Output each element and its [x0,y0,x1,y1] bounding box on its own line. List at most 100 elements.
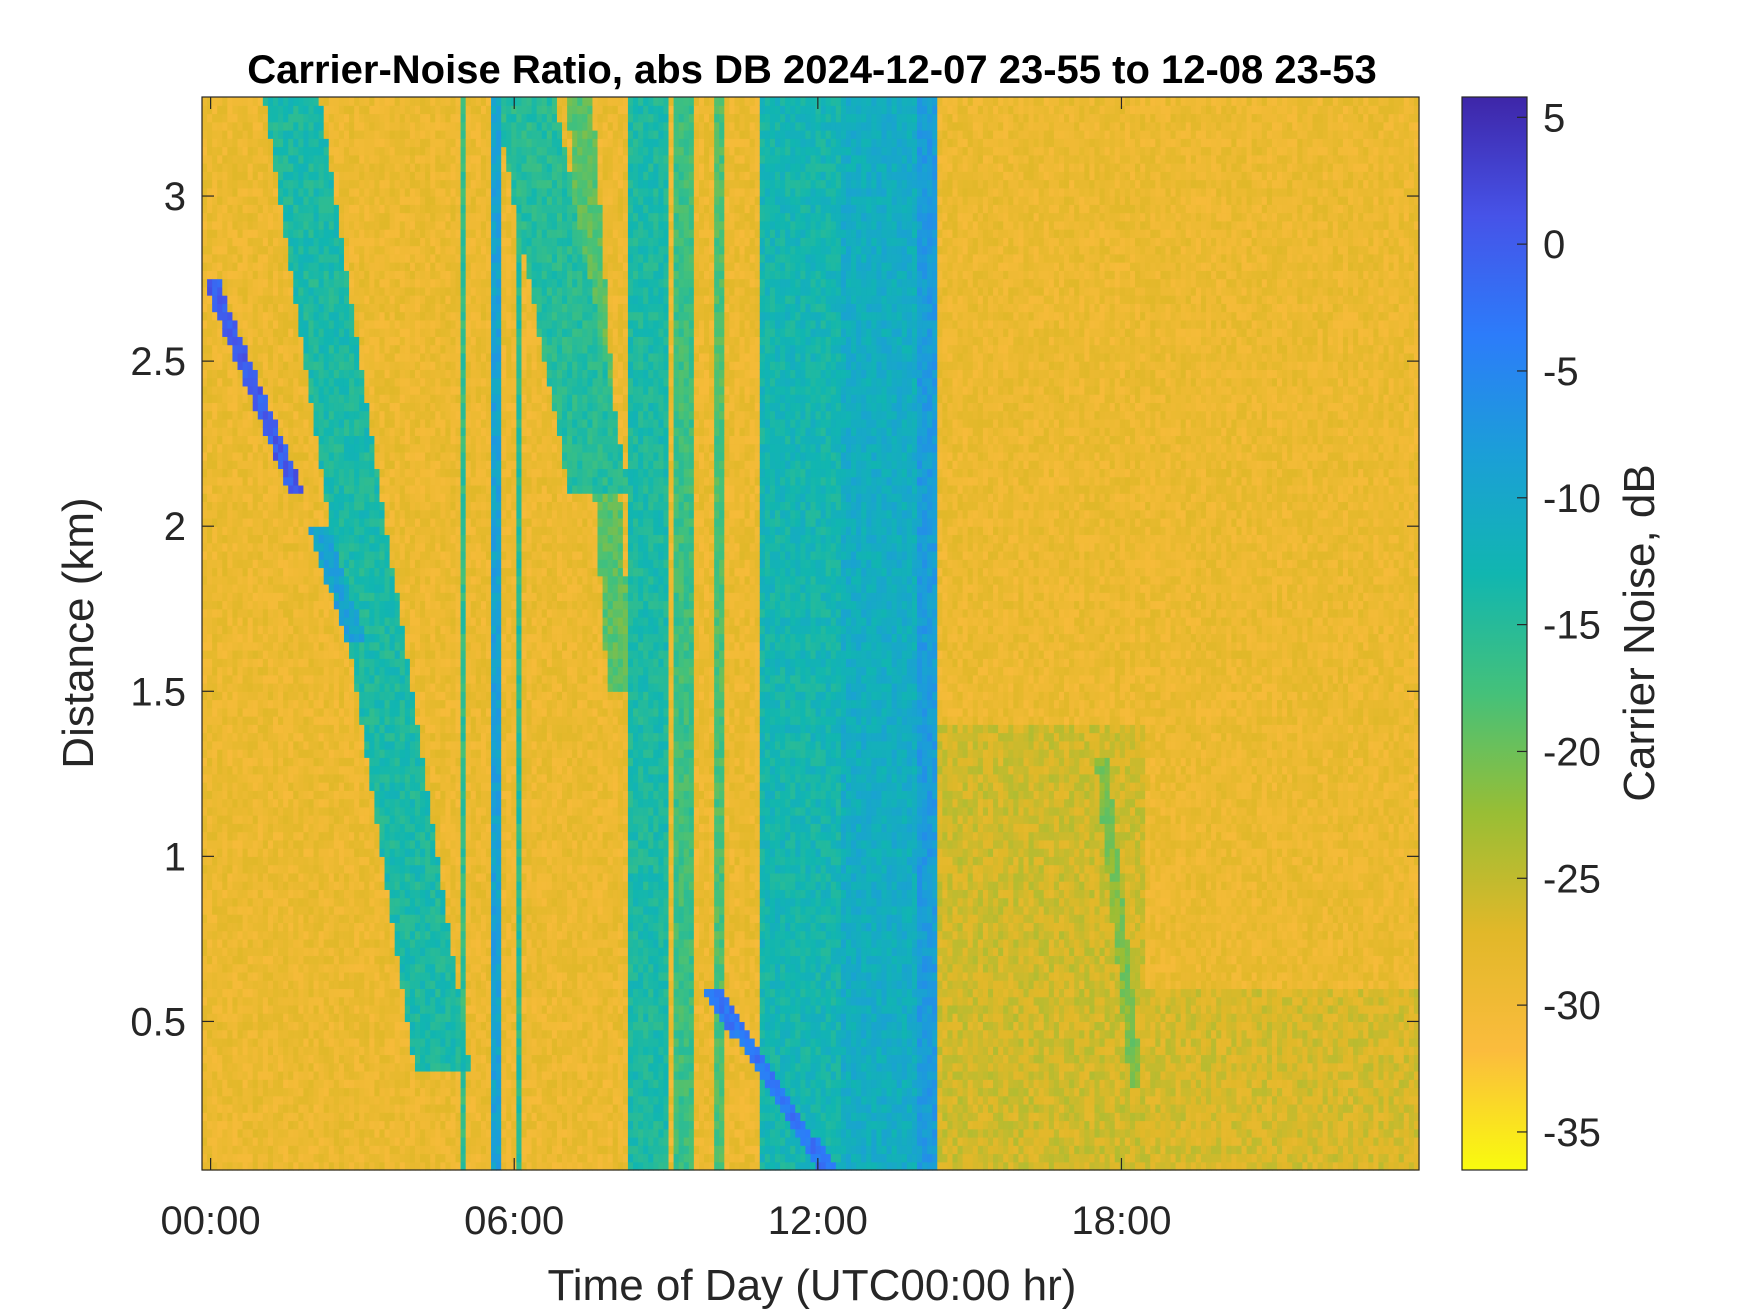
heatmap-cell [268,716,274,725]
heatmap-cell [334,320,340,329]
heatmap-cell [268,411,274,420]
heatmap-cell [334,1087,340,1096]
heatmap-cell [268,518,274,527]
heatmap-cell [359,609,365,618]
heatmap-cell [243,188,249,197]
heatmap-cell [222,592,228,601]
heatmap-cell [303,716,309,725]
heatmap-cell [243,700,249,709]
heatmap-cell [349,188,355,197]
heatmap-cell [232,411,238,420]
heatmap-cell [263,237,269,246]
heatmap-cell [349,1087,355,1096]
heatmap-cell [253,931,259,940]
heatmap-cell [319,221,325,230]
heatmap-cell [273,386,279,395]
heatmap-cell [263,683,269,692]
heatmap-cell [369,411,375,420]
heatmap-cell [278,584,284,593]
heatmap-cell [238,1096,244,1105]
heatmap-cell [379,1145,385,1154]
heatmap-cell [329,947,335,956]
heatmap-cell [283,320,289,329]
heatmap-cell [243,955,249,964]
heatmap-cell [334,914,340,923]
heatmap-cell [243,807,249,816]
heatmap-cell [248,237,254,246]
heatmap-cell [278,832,284,841]
heatmap-cell [324,584,330,593]
heatmap-cell [324,147,330,156]
heatmap-cell [359,1112,365,1121]
heatmap-cell [379,1162,385,1171]
heatmap-cell [369,180,375,189]
heatmap-cell [314,947,320,956]
heatmap-cell [258,592,264,601]
heatmap-cell [273,609,279,618]
heatmap-cell [374,592,380,601]
heatmap-cell [243,757,249,766]
heatmap-cell [273,361,279,370]
heatmap-cell [324,1005,330,1014]
heatmap-cell [258,947,264,956]
heatmap-cell [222,733,228,742]
heatmap-cell [359,988,365,997]
heatmap-cell [253,279,259,288]
heatmap-cell [232,303,238,312]
heatmap-cell [314,328,320,337]
heatmap-cell [319,1013,325,1022]
heatmap-cell [258,815,264,824]
heatmap-cell [314,650,320,659]
heatmap-cell [248,444,254,453]
heatmap-cell [263,667,269,676]
heatmap-cell [339,1079,345,1088]
heatmap-cell [202,584,208,593]
heatmap-cell [273,988,279,997]
heatmap-cell [308,799,314,808]
heatmap-cell [303,328,309,337]
heatmap-cell [268,1046,274,1055]
heatmap-cell [339,501,345,510]
heatmap-cell [212,724,218,733]
heatmap-cell [273,749,279,758]
heatmap-cell [222,823,228,832]
heatmap-cell [385,279,391,288]
heatmap-cell [390,642,396,651]
heatmap-cell [303,997,309,1006]
heatmap-cell [324,501,330,510]
heatmap-cell [278,204,284,213]
heatmap-cell [278,716,284,725]
heatmap-cell [364,898,370,907]
heatmap-cell [278,328,284,337]
heatmap-cell [258,807,264,816]
heatmap-cell [283,411,289,420]
heatmap-cell [283,105,289,114]
heatmap-cell [390,559,396,568]
heatmap-cell [217,650,223,659]
heatmap-cell [354,691,360,700]
heatmap-cell [207,898,213,907]
heatmap-cell [369,889,375,898]
heatmap-cell [319,700,325,709]
heatmap-cell [232,394,238,403]
heatmap-cell [232,815,238,824]
heatmap-cell [273,147,279,156]
heatmap-cell [329,749,335,758]
heatmap-cell [359,939,365,948]
heatmap-cell [298,848,304,857]
heatmap-cell [258,246,264,255]
heatmap-cell [349,386,355,395]
heatmap-cell [222,889,228,898]
heatmap-cell [314,386,320,395]
heatmap-cell [319,1071,325,1080]
heatmap-cell [293,1096,299,1105]
heatmap-cell [339,799,345,808]
heatmap-cell [334,378,340,387]
heatmap-cell [243,1063,249,1072]
heatmap-cell [334,634,340,643]
heatmap-cell [258,468,264,477]
heatmap-cell [334,460,340,469]
heatmap-cell [374,501,380,510]
heatmap-cell [334,213,340,222]
heatmap-cell [390,427,396,436]
